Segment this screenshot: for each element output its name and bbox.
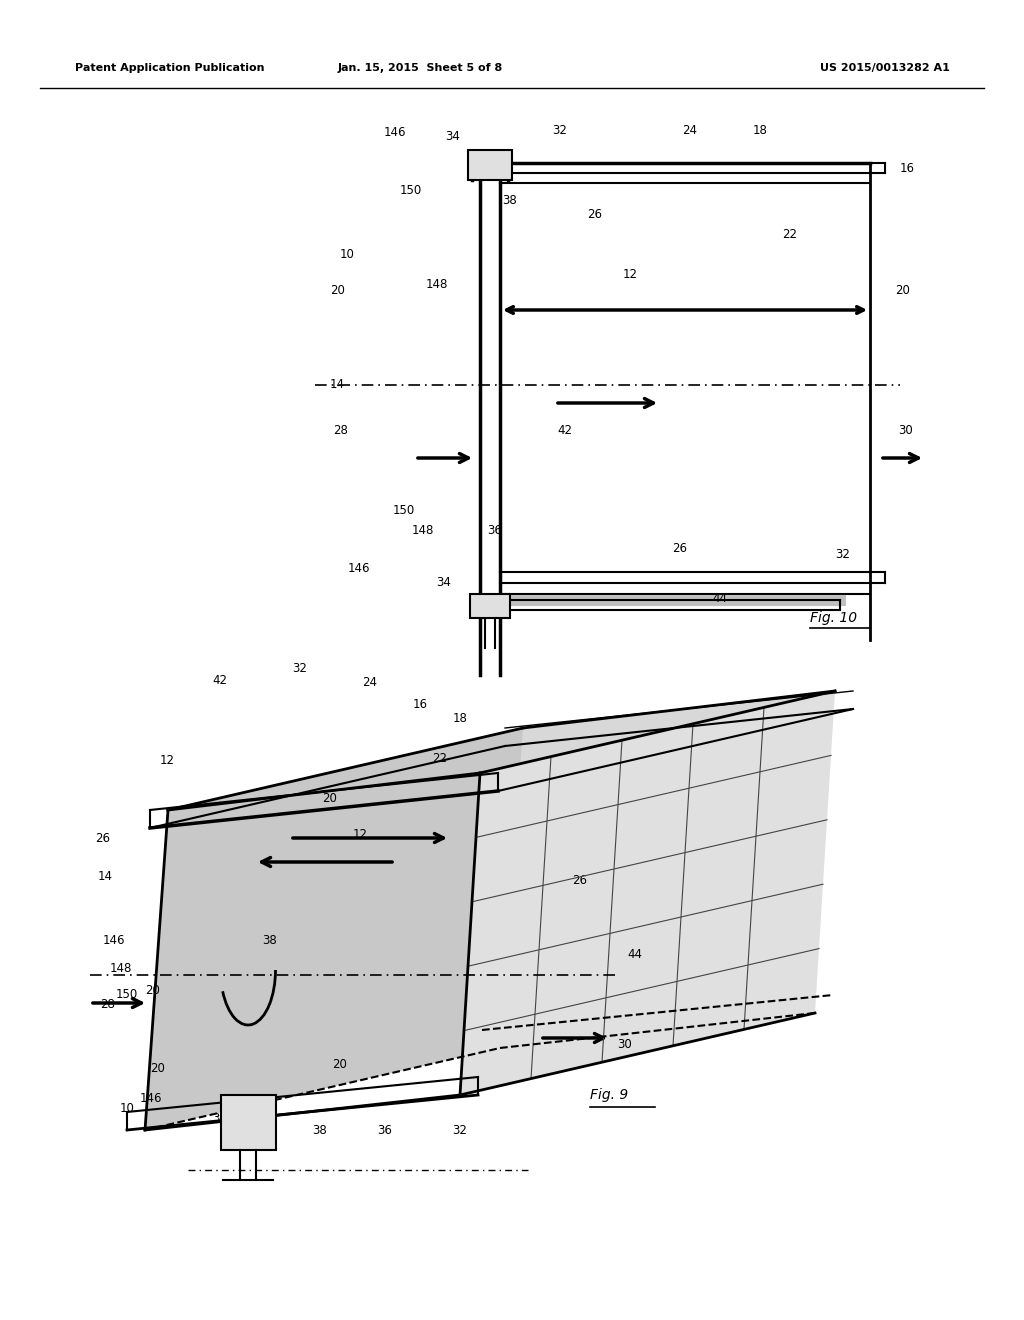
Bar bbox=[221, 1096, 276, 1150]
Text: 148: 148 bbox=[412, 524, 434, 536]
Text: 148: 148 bbox=[110, 961, 132, 974]
Text: 148: 148 bbox=[426, 279, 449, 292]
Text: 146: 146 bbox=[139, 1092, 162, 1105]
Text: 10: 10 bbox=[340, 248, 355, 261]
Text: 20: 20 bbox=[323, 792, 338, 804]
Bar bbox=[468, 150, 512, 180]
Text: 34: 34 bbox=[213, 1111, 227, 1125]
Text: 14: 14 bbox=[330, 379, 345, 392]
Text: 24: 24 bbox=[362, 676, 378, 689]
Text: 146: 146 bbox=[102, 933, 125, 946]
Text: 34: 34 bbox=[436, 577, 452, 590]
Text: 38: 38 bbox=[312, 1123, 328, 1137]
Text: 20: 20 bbox=[151, 1061, 165, 1074]
Text: 28: 28 bbox=[100, 998, 115, 1011]
Text: 36: 36 bbox=[378, 1123, 392, 1137]
Text: 12: 12 bbox=[623, 268, 638, 281]
Text: 30: 30 bbox=[617, 1039, 633, 1052]
Text: 28: 28 bbox=[333, 424, 348, 437]
Text: 32: 32 bbox=[453, 1123, 467, 1137]
Text: 20: 20 bbox=[333, 1059, 347, 1072]
Text: 30: 30 bbox=[898, 424, 912, 437]
Text: 44: 44 bbox=[628, 949, 642, 961]
Text: 22: 22 bbox=[782, 228, 798, 242]
Text: 26: 26 bbox=[95, 832, 110, 845]
Polygon shape bbox=[168, 690, 835, 810]
Text: 146: 146 bbox=[384, 127, 406, 140]
Text: 42: 42 bbox=[213, 673, 227, 686]
Text: 22: 22 bbox=[432, 751, 447, 764]
Text: Jan. 15, 2015  Sheet 5 of 8: Jan. 15, 2015 Sheet 5 of 8 bbox=[337, 63, 503, 73]
Text: Patent Application Publication: Patent Application Publication bbox=[75, 63, 264, 73]
Text: 42: 42 bbox=[557, 424, 572, 437]
Bar bbox=[470, 594, 510, 618]
Text: 38: 38 bbox=[503, 194, 517, 206]
Text: 20: 20 bbox=[330, 284, 345, 297]
Text: 150: 150 bbox=[116, 989, 138, 1002]
Text: 12: 12 bbox=[352, 829, 368, 842]
Text: 146: 146 bbox=[347, 561, 370, 574]
Text: 14: 14 bbox=[98, 870, 113, 883]
Polygon shape bbox=[145, 729, 523, 1130]
Text: 26: 26 bbox=[572, 874, 588, 887]
Text: US 2015/0013282 A1: US 2015/0013282 A1 bbox=[820, 63, 950, 73]
Text: 16: 16 bbox=[413, 698, 427, 711]
Text: 38: 38 bbox=[498, 591, 512, 605]
Text: 24: 24 bbox=[683, 124, 697, 136]
Text: 20: 20 bbox=[145, 983, 160, 997]
Text: 32: 32 bbox=[836, 549, 850, 561]
Text: 44: 44 bbox=[713, 591, 727, 605]
Text: 16: 16 bbox=[900, 161, 915, 174]
Text: 32: 32 bbox=[553, 124, 567, 136]
Text: Fig. 9: Fig. 9 bbox=[590, 1088, 629, 1102]
Text: 38: 38 bbox=[262, 933, 278, 946]
Text: 10: 10 bbox=[120, 1101, 135, 1114]
Text: 26: 26 bbox=[588, 209, 602, 222]
Polygon shape bbox=[460, 690, 835, 1096]
Text: 150: 150 bbox=[393, 503, 415, 516]
Text: 32: 32 bbox=[293, 661, 307, 675]
Text: 26: 26 bbox=[673, 541, 687, 554]
Text: 34: 34 bbox=[445, 131, 461, 144]
Text: Fig. 10: Fig. 10 bbox=[810, 611, 857, 624]
Text: 150: 150 bbox=[399, 183, 422, 197]
Text: 36: 36 bbox=[487, 524, 503, 536]
Text: 18: 18 bbox=[453, 711, 467, 725]
Text: 18: 18 bbox=[753, 124, 767, 136]
Text: 20: 20 bbox=[895, 284, 910, 297]
Text: 12: 12 bbox=[160, 754, 175, 767]
